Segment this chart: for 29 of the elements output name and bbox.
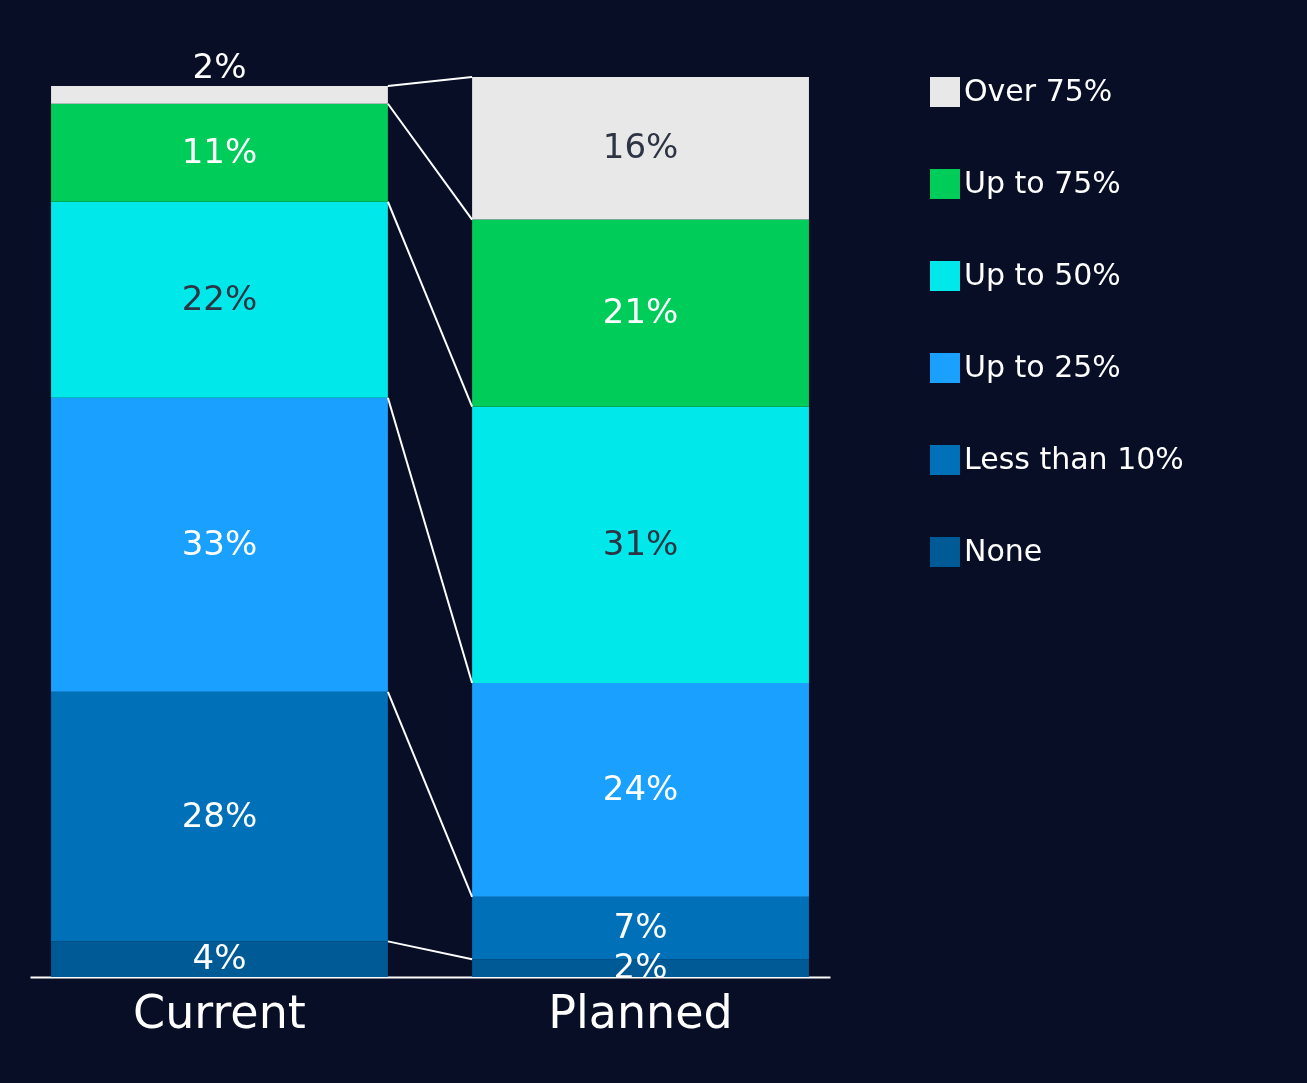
- bar: [472, 219, 809, 407]
- data-label: 28%: [181, 794, 258, 835]
- bar: [472, 77, 809, 220]
- data-label: 21%: [602, 291, 679, 332]
- legend-label: Up to 75%: [964, 165, 1121, 200]
- legend-label: None: [964, 533, 1043, 568]
- bar: [51, 201, 388, 398]
- x-tick-label: Current: [133, 984, 306, 1039]
- data-label: 4%: [192, 937, 247, 978]
- data-label: 31%: [602, 522, 679, 563]
- data-label: 2%: [192, 45, 247, 86]
- data-label: 16%: [602, 126, 679, 167]
- bar: [51, 397, 388, 692]
- bar: [51, 85, 388, 104]
- bar: [472, 682, 809, 897]
- legend-label: Less than 10%: [964, 441, 1184, 476]
- legend-label: Up to 25%: [964, 349, 1121, 384]
- data-label: 11%: [181, 130, 258, 171]
- data-label: 7%: [613, 905, 668, 946]
- data-label: 22%: [181, 277, 258, 318]
- bar: [51, 103, 388, 202]
- bar: [51, 941, 388, 977]
- legend-label: Over 75%: [964, 73, 1113, 108]
- bar: [472, 406, 809, 683]
- legend-label: Up to 50%: [964, 257, 1121, 292]
- x-tick-label: Planned: [548, 984, 733, 1039]
- data-label: 24%: [602, 767, 679, 808]
- bar: [51, 691, 388, 942]
- data-label: 33%: [181, 522, 258, 563]
